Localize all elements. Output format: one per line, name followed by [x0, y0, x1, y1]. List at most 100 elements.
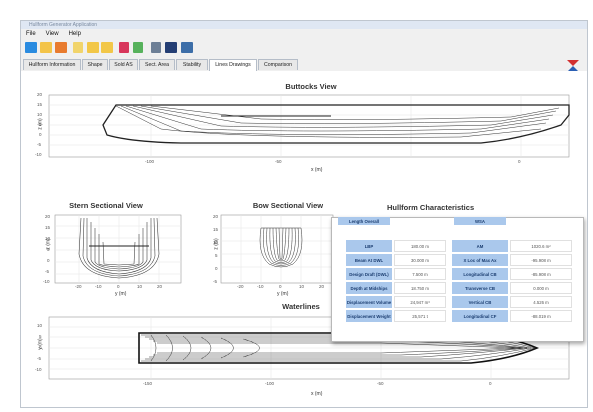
print-icon[interactable] [181, 42, 193, 53]
stern-xtick: 0 [117, 284, 120, 289]
buttocks-ytick: -10 [35, 152, 42, 157]
waterlines-ytick: -5 [37, 356, 42, 361]
hullform-key: Longitudinal CF [452, 310, 508, 322]
bow-ytick: 10 [213, 240, 219, 245]
stern-view-title: Stern Sectional View [69, 201, 143, 210]
stern-xtick: 10 [137, 284, 143, 289]
bow-ytick: 20 [213, 214, 219, 219]
hullform-header-label: Length Overall [338, 217, 390, 225]
save-icon[interactable] [25, 42, 37, 53]
menu-view[interactable]: View [45, 31, 59, 37]
buttocks-plot [48, 94, 570, 158]
stern-ytick: 15 [45, 225, 51, 230]
waterlines-plot [48, 316, 570, 380]
chart-icon[interactable] [55, 42, 67, 53]
logo-icon [567, 60, 579, 72]
hullform-key: Transverse CB [452, 282, 508, 294]
hullform-title: Hullform Characteristics [387, 203, 475, 212]
buttocks-xtick: 0 [518, 159, 521, 164]
hullform-characteristics-panel: Length Overall WSA LBP 180.00 m AM 1020.… [331, 217, 584, 342]
hullform-value: 30.000 m [394, 254, 446, 266]
tab-sect-area[interactable]: Sect. Area [139, 59, 175, 70]
buttocks-ytick: 5 [39, 122, 42, 127]
hullform-key: Beam At DWL [346, 254, 392, 266]
title-bar: Hullform Generator Application [21, 21, 587, 29]
bow-xtick: -10 [257, 284, 264, 289]
stern-xtick: 20 [157, 284, 163, 289]
buttocks-ytick: 0 [39, 132, 42, 137]
bow-xtick: 10 [299, 284, 305, 289]
hullform-key: LBP [346, 240, 392, 252]
menu-help[interactable]: Help [68, 31, 81, 37]
app-window: Hullform Generator Application File View… [20, 20, 588, 408]
hullform-key: AM [452, 240, 508, 252]
hullform-key: Displacement Volume [346, 296, 392, 308]
buttocks-ytick: 20 [37, 92, 43, 97]
bow-xtick: -20 [237, 284, 244, 289]
waterlines-ytick: 0 [39, 345, 42, 350]
bow-plot [220, 214, 334, 284]
hullform-key: Displacement Weight [346, 310, 392, 322]
bow-ytick: -5 [213, 279, 218, 284]
buttocks-ytick: -5 [37, 142, 42, 147]
hullform-value: -88.019 m [510, 310, 572, 322]
hullform-value: -85.908 m [510, 268, 572, 280]
stern-ytick: -10 [43, 279, 50, 284]
hullform-value: 25,571 t [394, 310, 446, 322]
hullform-key: Longitudinal CB [452, 268, 508, 280]
pen-icon[interactable] [133, 42, 143, 53]
stern-ytick: 0 [47, 258, 50, 263]
hullform-value: 4.526 m [510, 296, 572, 308]
hullform-value: 1020.6 m² [510, 240, 572, 252]
buttocks-xlabel: x (m) [311, 167, 323, 173]
stern-xlabel: y (m) [115, 291, 127, 297]
tab-sold-as[interactable]: Sold AS [109, 59, 138, 70]
waterlines-xtick: 0 [489, 381, 492, 386]
bow-xtick: 0 [279, 284, 282, 289]
buttocks-view-title: Buttocks View [285, 82, 337, 91]
waterlines-xtick: -50 [377, 381, 384, 386]
buttocks-xtick: -50 [275, 159, 282, 164]
window-title: Hullform Generator Application [29, 22, 98, 28]
tab-comparison[interactable]: Comparison [258, 59, 298, 70]
stern-ytick: 20 [45, 214, 51, 219]
waterlines-ytick: 5 [39, 334, 42, 339]
stern-ytick: -5 [45, 269, 50, 274]
stern-xtick: -10 [95, 284, 102, 289]
hullform-key: Depth at Midships [346, 282, 392, 294]
pen-icon[interactable] [119, 42, 129, 53]
menu-file[interactable]: File [26, 31, 36, 37]
tab-hullform-information[interactable]: Hullform Information [23, 59, 81, 70]
tab-shape[interactable]: Shape [82, 59, 108, 70]
pencil-icon[interactable] [73, 42, 83, 53]
folder-icon[interactable] [87, 42, 99, 53]
buttocks-xtick: -100 [145, 159, 155, 164]
bow-xlabel: y (m) [277, 291, 289, 297]
bow-ytick: 5 [215, 253, 218, 258]
hullform-key: X Loc of Max Ax [452, 254, 508, 266]
waterlines-ytick: 10 [37, 323, 43, 328]
hullform-key: Design Draft (DWL) [346, 268, 392, 280]
tab-stability[interactable]: Stability [176, 59, 208, 70]
tab-lines-drawings[interactable]: Lines Drawings [209, 59, 257, 71]
waterlines-xtick: -150 [143, 381, 153, 386]
stern-ytick: 5 [47, 247, 50, 252]
bow-view-title: Bow Sectional View [252, 201, 324, 210]
hullform-value: 7.500 m [394, 268, 446, 280]
hullform-value: 0.000 m [510, 282, 572, 294]
waterlines-xtick: -100 [265, 381, 275, 386]
disk-icon[interactable] [165, 42, 177, 53]
lines-drawings-panel: Buttocks View z (m) 20 15 10 5 0 [21, 71, 587, 407]
open-folder-icon[interactable] [40, 42, 52, 53]
hullform-key: Vertical CB [452, 296, 508, 308]
hullform-value: 24,947 m³ [394, 296, 446, 308]
stern-plot [54, 214, 182, 284]
stern-ytick: 10 [45, 236, 51, 241]
tool-icon[interactable] [151, 42, 161, 53]
bow-xtick: 20 [319, 284, 325, 289]
hullform-value: -95.908 m [510, 254, 572, 266]
folder-icon[interactable] [101, 42, 113, 53]
buttocks-ytick: 15 [37, 102, 43, 107]
waterlines-title: Waterlines [282, 302, 320, 311]
stern-xtick: -20 [75, 284, 82, 289]
